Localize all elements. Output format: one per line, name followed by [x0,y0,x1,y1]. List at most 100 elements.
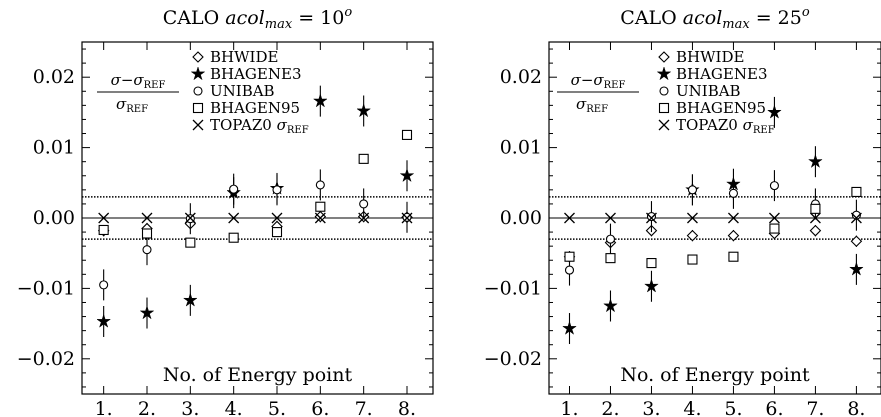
x-axis-label: No. of Energy point [620,364,810,386]
square-marker [401,129,413,140]
cross-marker [184,212,196,224]
circle-marker [564,265,575,275]
star-marker [356,103,372,118]
circle-marker [315,180,325,190]
square-marker [192,102,204,114]
legend-item: BHAGEN95 [658,99,766,117]
legend-label: BHAGEN95 [676,99,766,117]
x-tick-label: 7. [355,398,373,417]
star-marker [656,66,672,81]
legend-label: BHAGENE3 [676,65,768,83]
star-marker [399,167,415,183]
cross-marker [192,119,204,131]
square-marker [851,186,862,198]
legend-label: TOPAZ0 σREF [210,116,309,136]
star-marker [766,104,782,119]
circle-marker [605,234,616,244]
ratio-denominator: σREF [116,95,148,115]
cross-marker [809,212,821,224]
cross-marker [98,212,110,224]
circle-marker [142,245,152,255]
cross-marker [686,212,698,224]
x-tick-label: 2. [601,398,619,417]
x-tick-label: 5. [724,398,742,417]
x-tick-label: 3. [642,398,660,417]
x-tick-label: 7. [806,398,824,417]
cross-marker [658,119,670,131]
legend-item: BHWIDE [658,48,744,66]
legend-label: TOPAZ0 σREF [676,116,775,136]
x-tick-label: 8. [847,398,865,417]
star-marker [312,93,328,108]
legend-item: BHAGENE3 [656,65,768,83]
x-tick-label: 2. [138,398,156,417]
y-tick-label: 0.02 [500,66,542,88]
diamond-marker [686,229,699,242]
x-tick-label: 6. [765,398,783,417]
circle-marker [851,210,861,220]
cross-marker [401,212,413,224]
legend-item: BHAGENE3 [190,65,302,83]
y-tick-label: −0.01 [17,277,75,299]
x-tick-label: 8. [398,398,416,417]
circle-marker [99,280,109,290]
ratio-numerator: σ−σREF [571,71,626,91]
legend-label: BHAGEN95 [210,99,300,117]
star-marker [190,66,206,81]
y-tick-label: −0.02 [484,348,542,370]
star-marker [139,305,155,320]
square-marker [687,254,698,265]
x-tick-label: 4. [683,398,701,417]
series-topaz0 [564,212,862,224]
circle-marker [769,181,779,191]
square-marker [658,102,670,114]
cross-marker [768,212,780,224]
star-marker [848,261,864,276]
diamond-marker [850,235,863,248]
series-bhagen95 [98,129,413,248]
circle-marker [193,86,203,96]
star-marker [96,313,112,328]
ratio-label: σ−σREF σREF [97,71,179,115]
circle-marker [359,199,369,209]
square-marker [810,203,821,214]
cross-marker [358,212,370,224]
legend-label: UNIBAB [676,82,741,100]
cross-marker [646,212,657,224]
square-marker [185,237,196,248]
y-tick-label: 0.02 [33,66,75,88]
legend-label: UNIBAB [210,82,275,100]
panel-title: CALO acolmax = 25o [620,5,810,32]
y-tick-label: −0.01 [484,277,542,299]
square-marker [315,201,326,212]
y-tick-label: −0.02 [17,348,75,370]
legend-label: BHWIDE [210,48,278,66]
x-tick-label: 4. [225,398,243,417]
panel-1: CALO acolmax = 10o 0.02 0.01 0.00 −0.01 −0.02… [17,5,434,417]
y-tick-label: 0.01 [33,137,75,159]
legend-item: TOPAZ0 σREF [658,116,775,136]
diamond-marker [192,51,204,63]
cross-marker [271,212,283,224]
y-tick-label: 0.00 [500,207,542,229]
series-bhagen95 [564,186,862,269]
circle-marker [659,86,669,96]
diamond-marker [727,229,740,242]
circle-marker [646,212,657,222]
star-marker [603,298,618,313]
ratio-numerator: σ−σREF [111,71,166,91]
series-topaz0 [98,212,413,224]
legend-item: UNIBAB [193,82,275,100]
x-tick-label: 3. [181,398,199,417]
cross-marker [141,212,153,224]
legend-item: UNIBAB [659,82,741,100]
x-tick-label: 1. [560,398,578,417]
ratio-denominator: σREF [576,95,608,115]
x-tick-label: 1. [95,398,113,417]
cross-marker [314,212,326,224]
panel-2: CALO acolmax = 25o 0.02 0.01 0.00 −0.01 −0.02… [484,5,881,417]
legend-label: BHAGENE3 [210,65,302,83]
cross-marker [850,212,862,224]
cross-marker [727,212,739,224]
